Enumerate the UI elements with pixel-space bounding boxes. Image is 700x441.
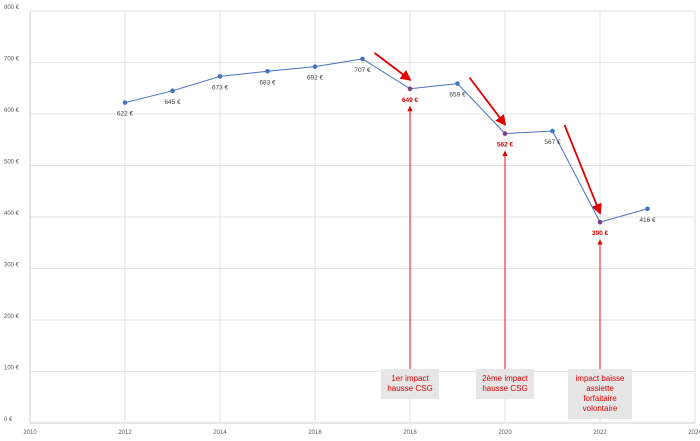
data-label: 659 € xyxy=(449,92,466,99)
data-label: 622 € xyxy=(117,111,134,118)
data-label: 645 € xyxy=(164,99,181,106)
y-tick-label: 300 € xyxy=(4,263,20,269)
y-tick-label: 600 € xyxy=(4,108,20,114)
y-tick-label: 500 € xyxy=(4,160,20,166)
annotation-box: 2ème impact hausse CSG xyxy=(476,369,534,399)
y-tick-label: 0 € xyxy=(4,417,13,423)
y-axis-ticks: 0 € 100 € 200 € 300 € 400 € 500 € 600 € 700 € 80… xyxy=(4,5,20,423)
annotation-box: impact baisse assiette forfaitaire volon… xyxy=(568,369,632,419)
y-tick-label: 700 € xyxy=(4,57,20,63)
drop-arrow xyxy=(563,124,602,215)
data-point xyxy=(312,64,318,69)
x-tick-label: 2014 xyxy=(213,430,227,436)
y-tick-label: 400 € xyxy=(4,211,20,217)
data-label: 416 € xyxy=(639,217,656,224)
data-label: 562 € xyxy=(497,142,514,149)
data-label: 673 € xyxy=(212,84,229,91)
data-point xyxy=(455,81,460,86)
data-label: 390 € xyxy=(592,230,609,237)
data-point xyxy=(360,56,365,62)
data-label: 692 € xyxy=(307,75,324,82)
y-tick-label: 200 € xyxy=(4,314,20,320)
drop-arrow xyxy=(373,52,412,81)
data-point xyxy=(265,68,270,74)
y-tick-label: 100 € xyxy=(4,366,20,372)
data-label: 707 € xyxy=(354,67,371,74)
x-tick-label: 2016 xyxy=(308,430,322,436)
x-tick-label: 2024 xyxy=(688,430,700,436)
data-point xyxy=(170,88,175,94)
data-point xyxy=(122,100,128,105)
x-tick-label: 2012 xyxy=(118,430,132,436)
data-point xyxy=(217,74,223,79)
data-point xyxy=(502,131,508,136)
drop-arrow xyxy=(468,77,507,127)
x-tick-label: 2018 xyxy=(403,430,417,436)
data-point xyxy=(597,219,603,225)
x-tick-label: 2022 xyxy=(593,430,607,436)
data-point xyxy=(645,206,650,212)
data-point xyxy=(550,128,555,134)
y-tick-label: 800 € xyxy=(4,5,20,11)
data-label: 649 € xyxy=(402,97,419,104)
annotation-lines xyxy=(407,105,603,369)
x-axis-ticks: 2010 2012 2014 2016 2018 2020 2022 2024 xyxy=(23,430,700,436)
series-line xyxy=(124,58,648,223)
data-label: 683 € xyxy=(259,79,276,86)
annotation-box: 1er impact hausse CSG xyxy=(381,369,439,399)
x-tick-label: 2010 xyxy=(23,430,37,436)
drop-arrows xyxy=(373,52,602,215)
data-labels: 622 € 645 € 673 € 683 € 692 € 707 € 649 € 659 €… xyxy=(117,67,656,237)
x-tick-label: 2020 xyxy=(498,430,512,436)
series xyxy=(122,56,650,225)
data-point xyxy=(407,86,413,92)
data-label: 567 € xyxy=(544,139,561,146)
